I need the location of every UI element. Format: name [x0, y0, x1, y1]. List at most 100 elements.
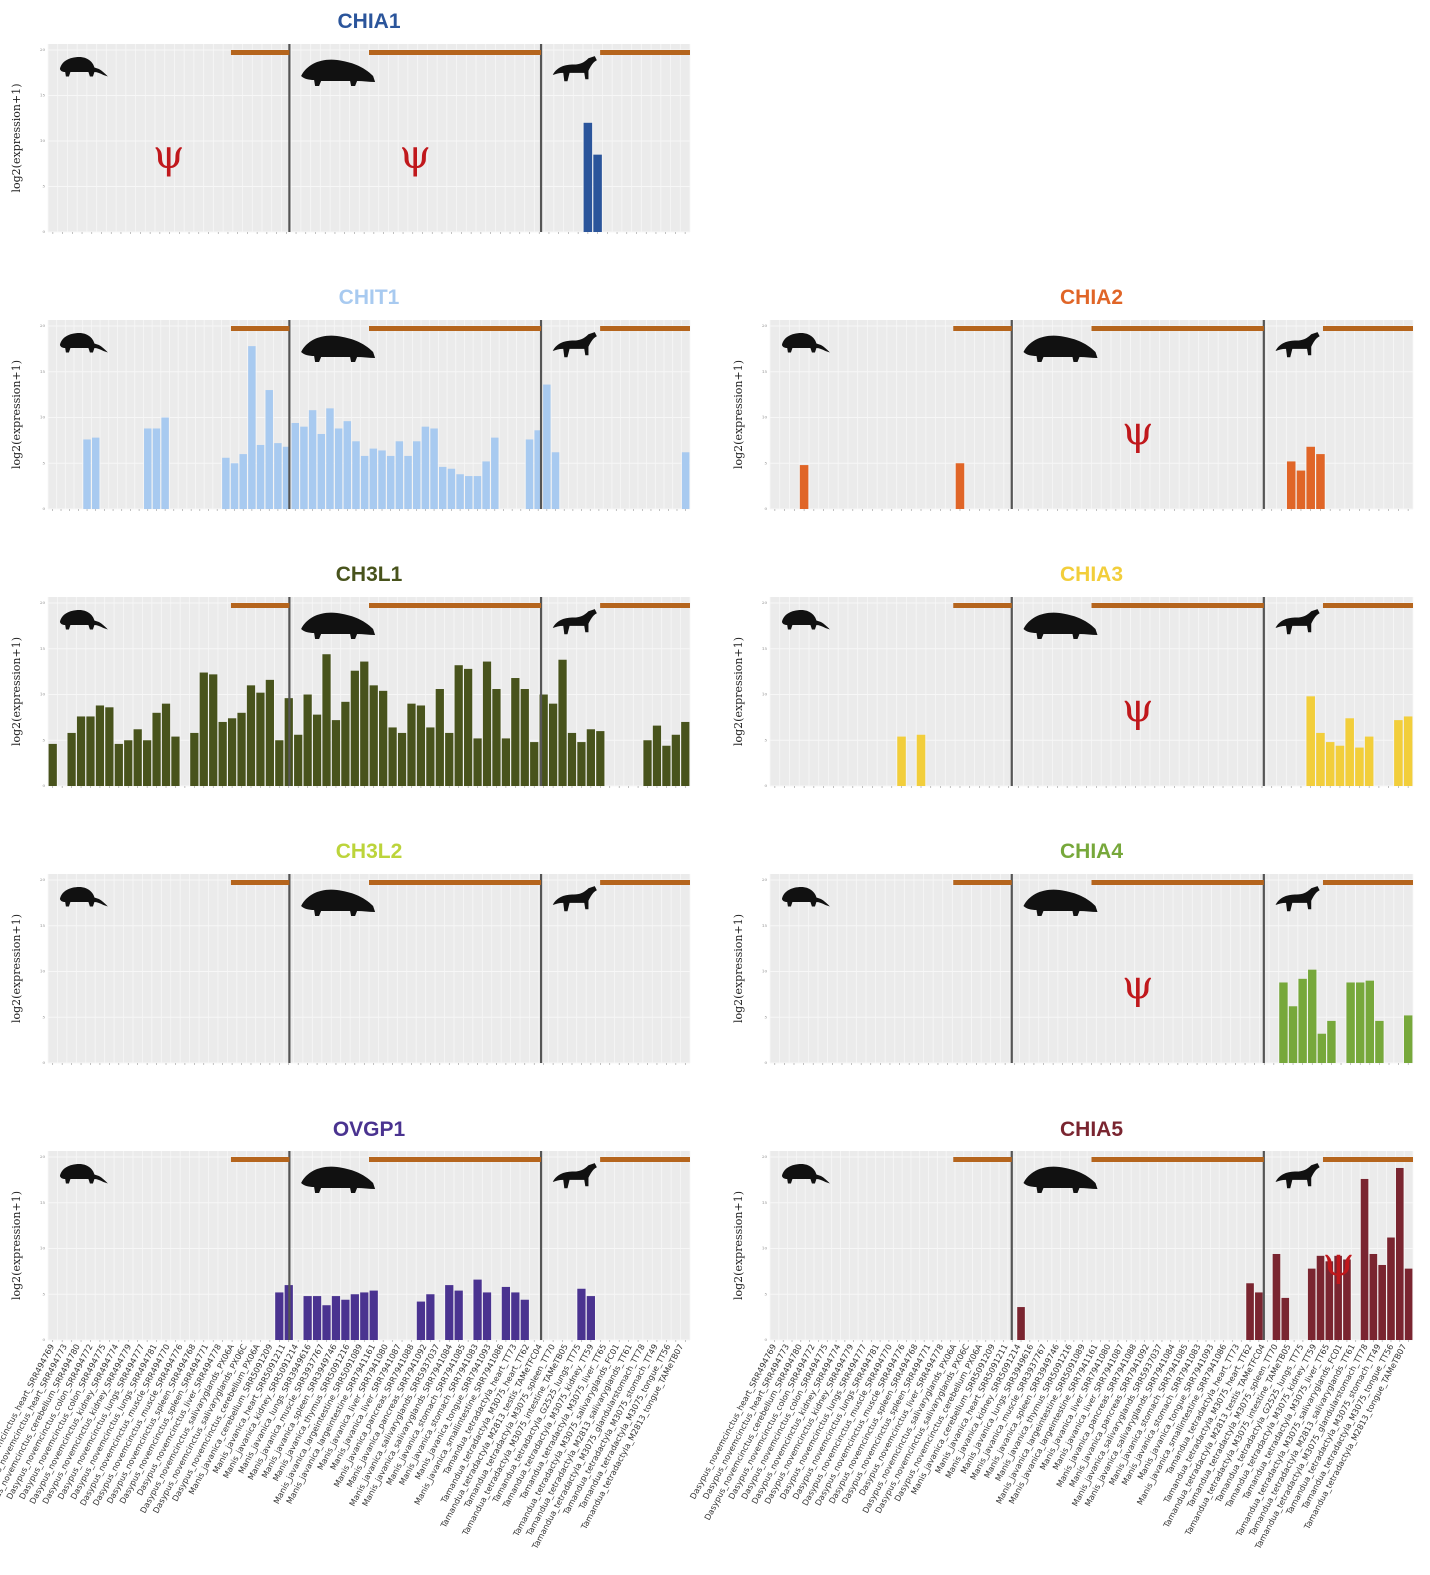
bar [586, 1296, 595, 1340]
bar [1317, 1033, 1327, 1063]
bar [67, 732, 76, 786]
species-range-bar [1091, 1157, 1264, 1162]
y-tick-label: 10 [40, 415, 46, 420]
species-range-bar [600, 326, 690, 331]
panel-chia4: CHIA4 log2(expression+1) 0 5 10 15 20 ψ [732, 840, 1414, 1065]
bar [388, 727, 397, 786]
bar [1346, 982, 1355, 1063]
bar [256, 692, 265, 786]
y-tick-label: 20 [40, 877, 46, 882]
bar [407, 703, 416, 786]
bar [265, 390, 273, 509]
bar [412, 441, 421, 509]
y-tick-label: 10 [762, 415, 768, 420]
armadillo-silhouette-icon [59, 57, 108, 77]
species-range-bar [230, 880, 290, 885]
bar [152, 712, 161, 786]
bar [465, 476, 473, 509]
species-range-bar [1322, 880, 1413, 885]
anteater-silhouette-icon [552, 886, 597, 912]
bar [124, 740, 133, 786]
bar [1327, 1020, 1336, 1063]
bar [343, 421, 352, 509]
species-range-bar [1091, 880, 1264, 885]
bar [491, 437, 499, 509]
bar [209, 674, 218, 786]
anteater-silhouette-icon [1275, 886, 1320, 912]
bar [350, 670, 359, 786]
bar [1308, 969, 1317, 1063]
bar [473, 1279, 482, 1340]
pangolin-silhouette-icon [1023, 1166, 1098, 1193]
anteater-silhouette-icon [1275, 609, 1320, 635]
anteater-silhouette-icon [1275, 1163, 1320, 1189]
pangolin-silhouette-icon [301, 335, 376, 362]
bar [1306, 696, 1315, 786]
species-range-bar [1091, 603, 1264, 608]
panel-chia2: CHIA2 log2(expression+1) 0 5 10 15 20 ψ [732, 286, 1414, 511]
species-range-bar [369, 880, 542, 885]
y-tick-label: 15 [762, 1200, 768, 1205]
panel-chit1: CHIT1 log2(expression+1) 0 5 10 15 20 [10, 286, 691, 511]
species-range-bar [600, 603, 690, 608]
bar [308, 410, 317, 509]
bar [312, 1296, 322, 1340]
y-tick-label: 20 [762, 1154, 768, 1159]
bar [274, 443, 282, 509]
y-tick-label: 0 [764, 783, 767, 788]
bar [482, 1292, 492, 1340]
species-range-bar [1322, 1157, 1413, 1162]
bar [1378, 1264, 1386, 1340]
bar [326, 408, 334, 509]
species-range-bar [230, 326, 290, 331]
bar [369, 685, 378, 786]
bar [473, 476, 482, 509]
bar [681, 452, 690, 509]
y-tick-label: 15 [762, 369, 768, 374]
y-axis-label: log2(expression+1) [732, 637, 745, 746]
bar [534, 430, 542, 509]
bar [558, 659, 567, 786]
bar [1404, 1268, 1413, 1340]
y-tick-label: 10 [40, 1246, 46, 1251]
bar [897, 736, 906, 786]
bar [416, 705, 426, 786]
species-range-bar [953, 326, 1012, 331]
anteater-silhouette-icon [552, 332, 597, 358]
species-range-bar [1322, 326, 1413, 331]
panel-title: CH3L1 [336, 563, 403, 586]
panel-title: OVGP1 [333, 1118, 406, 1141]
species-range-bar [369, 326, 542, 331]
y-tick-label: 10 [762, 1246, 768, 1251]
bar [171, 736, 180, 786]
bar [577, 1288, 586, 1340]
bar [1325, 742, 1335, 786]
armadillo-silhouette-icon [59, 610, 108, 630]
plot-background [770, 874, 1413, 1063]
species-range-bar [600, 880, 690, 885]
bar [501, 738, 511, 786]
species-range-bar [369, 603, 542, 608]
armadillo-silhouette-icon [59, 1164, 108, 1184]
bar [501, 1286, 511, 1340]
bar [222, 457, 230, 509]
bar [331, 1296, 341, 1340]
bar [230, 463, 239, 509]
bar [1334, 1255, 1342, 1340]
y-tick-label: 0 [764, 1060, 767, 1065]
bar [386, 455, 395, 509]
bar [48, 743, 57, 786]
bar [1335, 745, 1345, 786]
bar [1364, 736, 1374, 786]
armadillo-silhouette-icon [781, 610, 830, 630]
y-tick-label: 0 [764, 1337, 767, 1342]
anteater-silhouette-icon [1275, 332, 1320, 358]
bar [416, 1301, 426, 1340]
species-range-bar [369, 1157, 542, 1162]
bar [511, 1292, 520, 1340]
bar [1403, 716, 1413, 786]
species-range-bar [953, 880, 1012, 885]
y-tick-label: 15 [40, 369, 46, 374]
armadillo-silhouette-icon [59, 333, 108, 353]
